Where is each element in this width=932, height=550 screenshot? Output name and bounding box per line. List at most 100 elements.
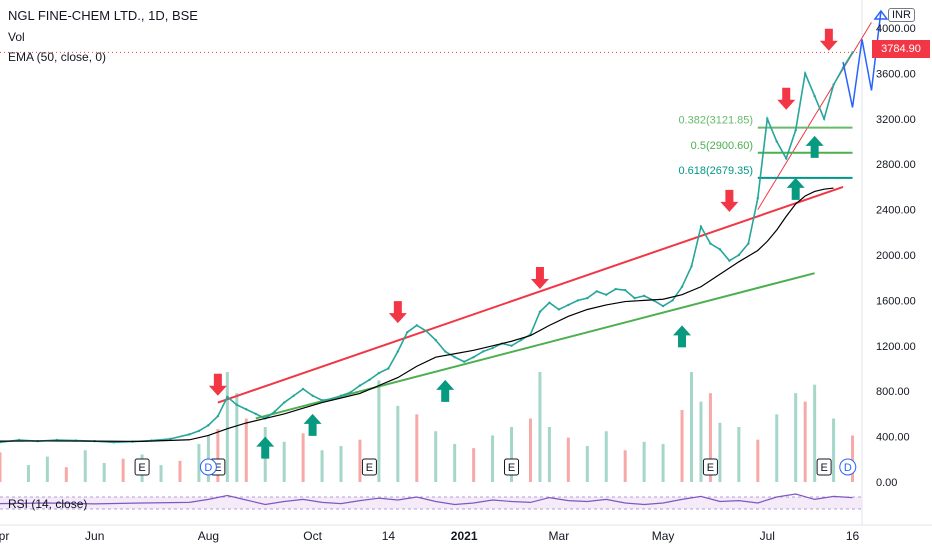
price-point: [188, 433, 191, 436]
x-tick-label: 16: [846, 529, 860, 543]
price-point: [709, 242, 712, 245]
price-point: [197, 429, 201, 433]
last-price-tag: 3784.90: [872, 40, 930, 58]
y-tick-label: 1200.00: [876, 341, 916, 353]
x-tick-label: Jul: [760, 529, 775, 543]
trendline-support: [255, 272, 815, 420]
down-arrow-marker: [388, 301, 407, 324]
volume-bar: [832, 418, 836, 482]
volume-bar: [585, 446, 589, 482]
price-point: [462, 360, 466, 363]
dividend-marker-label: D: [204, 462, 212, 474]
y-tick-label: 0.00: [876, 477, 897, 489]
earnings-marker[interactable]: E: [816, 458, 832, 476]
price-point: [803, 72, 807, 75]
currency-badge[interactable]: INR: [888, 8, 915, 22]
price-point: [207, 424, 210, 427]
volume-bar: [45, 456, 49, 482]
volume-bar: [0, 452, 2, 482]
price-point: [292, 394, 295, 397]
earnings-marker[interactable]: E: [134, 458, 150, 476]
volume-bar: [689, 372, 693, 482]
price-point: [605, 293, 608, 296]
earnings-marker-label: E: [508, 462, 515, 474]
price-point: [567, 303, 570, 307]
down-arrow-marker: [720, 189, 739, 212]
price-point: [519, 338, 523, 342]
volume-bar: [566, 437, 570, 482]
volume-bar: [102, 462, 106, 482]
price-point: [434, 338, 437, 342]
price-point: [813, 94, 816, 98]
volume-bar: [775, 414, 779, 482]
volume-bar: [642, 441, 646, 482]
volume-bar: [604, 431, 608, 482]
fib-level-label: 0.618(2679.35): [678, 165, 753, 177]
price-point: [680, 285, 684, 288]
up-arrow-marker: [786, 177, 805, 200]
price-point: [699, 225, 703, 228]
rsi-legend[interactable]: RSI (14, close): [8, 497, 88, 511]
volume-bar: [510, 427, 514, 482]
earnings-marker[interactable]: E: [361, 458, 377, 476]
price-point: [690, 265, 693, 268]
earnings-marker-box: [134, 458, 150, 476]
earnings-marker[interactable]: E: [702, 458, 718, 476]
up-arrow-marker: [805, 135, 824, 158]
ema-legend[interactable]: EMA (50, close, 0): [8, 50, 107, 64]
volume-bar: [83, 450, 87, 482]
price-point: [747, 242, 750, 245]
earnings-marker-label: E: [138, 462, 145, 474]
projection-arrowhead: [873, 9, 889, 20]
y-tick-label: 1600.00: [876, 295, 916, 307]
dividend-marker[interactable]: D: [839, 458, 857, 476]
price-point: [387, 367, 390, 370]
volume-bar: [547, 427, 551, 482]
price-point: [491, 346, 494, 350]
price-point: [756, 197, 760, 200]
price-point: [481, 350, 485, 353]
y-tick-label: 2800.00: [876, 159, 916, 171]
price-point: [718, 248, 722, 251]
price-point: [794, 128, 797, 132]
series-line-rsi: [0, 493, 853, 506]
volume-legend[interactable]: Vol: [8, 30, 25, 44]
earnings-marker-box: [361, 458, 377, 476]
price-point: [301, 387, 305, 391]
volume-bar: [803, 401, 807, 482]
volume-bar: [282, 441, 286, 482]
trendline-resistance: [217, 185, 844, 404]
volume-bar: [453, 443, 457, 482]
price-point: [273, 410, 276, 413]
x-tick-label: Aug: [198, 529, 219, 543]
price-point: [633, 296, 636, 300]
dividend-marker[interactable]: D: [199, 458, 217, 476]
up-arrow-marker: [436, 379, 455, 402]
price-point: [415, 324, 418, 327]
x-tick-label: Mar: [549, 529, 570, 543]
volume-bar: [680, 410, 684, 482]
x-tick-label: 14: [382, 529, 396, 543]
y-tick-label: 3600.00: [876, 68, 916, 80]
price-point: [425, 329, 428, 333]
up-arrow-marker: [303, 413, 322, 436]
volume-bar: [358, 439, 362, 482]
price-point: [472, 355, 475, 359]
earnings-marker[interactable]: E: [504, 458, 520, 476]
volume-bar: [320, 450, 324, 482]
price-point: [396, 350, 400, 353]
y-tick-label: 2000.00: [876, 250, 916, 262]
volume-bar: [708, 393, 712, 482]
fib-level-label: 0.382(3121.85): [678, 115, 753, 127]
volume-bar: [434, 431, 438, 482]
rsi-band: [0, 497, 862, 509]
price-point: [444, 350, 447, 353]
volume-bar: [472, 448, 476, 482]
series-line-price: [0, 51, 854, 444]
dividend-marker-label: D: [844, 462, 852, 474]
dividend-marker-circle: [839, 458, 857, 476]
x-tick-label: Jun: [85, 529, 104, 543]
volume-bar: [538, 372, 542, 482]
price-point: [623, 288, 627, 292]
